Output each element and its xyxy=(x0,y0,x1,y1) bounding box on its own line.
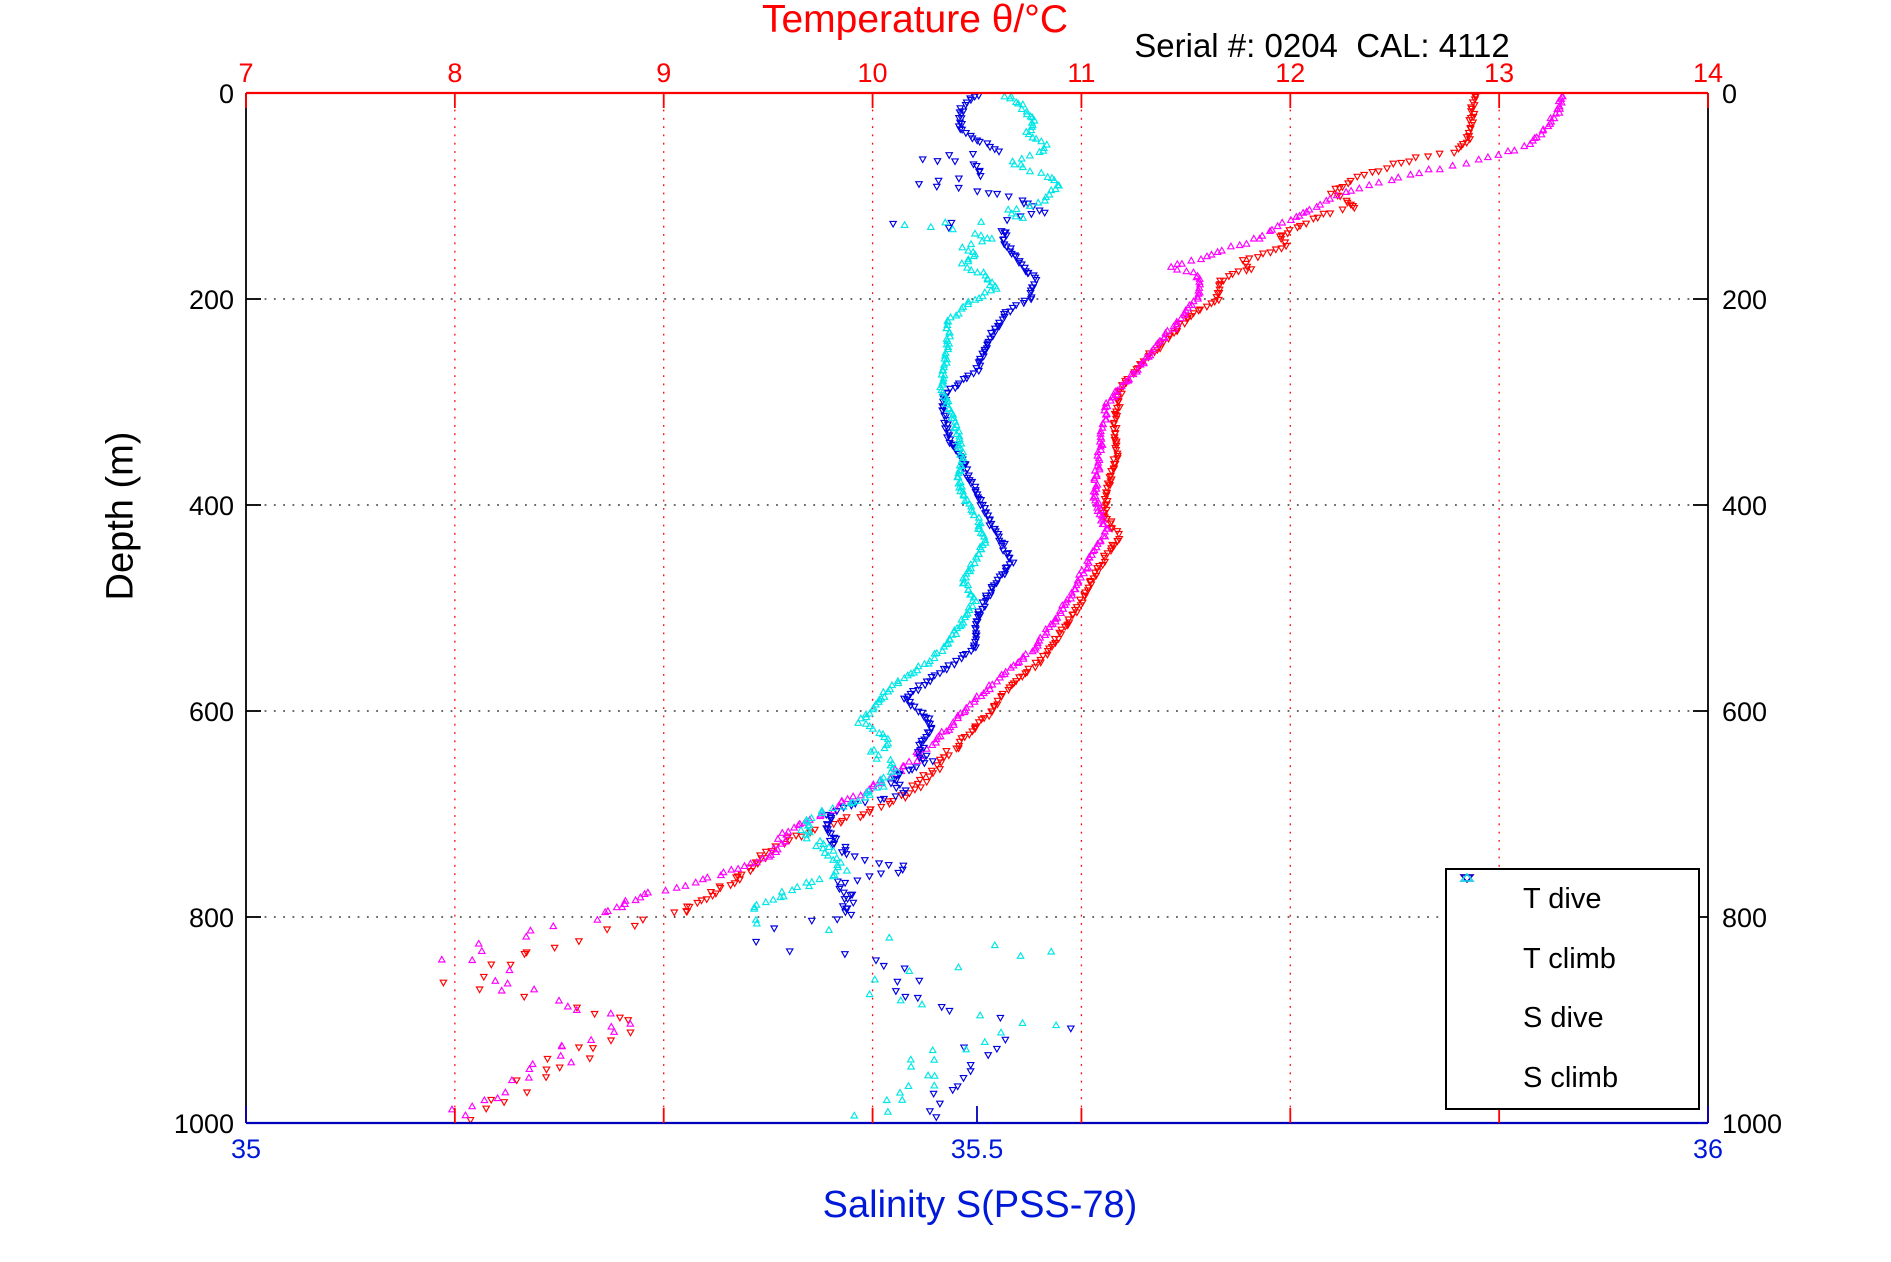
temp-tick-label: 8 xyxy=(447,58,463,88)
depth-tick-label-right: 0 xyxy=(1722,79,1738,109)
depth-tick-label-left: 600 xyxy=(188,697,234,727)
salinity-tick-label: 35 xyxy=(230,1134,262,1164)
temp-tick-label: 14 xyxy=(1692,58,1724,88)
legend-label: S dive xyxy=(1523,1002,1604,1035)
chart-title: Temperature θ/°C xyxy=(761,0,1069,41)
temp-tick-label: 12 xyxy=(1275,58,1306,88)
depth-tick-label-left: 1000 xyxy=(173,1109,234,1139)
depth-tick-label-right: 1000 xyxy=(1722,1109,1783,1139)
salinity-axis-label: Salinity S(PSS-78) xyxy=(822,1184,1138,1226)
depth-tick-label-left: 0 xyxy=(218,79,234,109)
temp-tick-label: 10 xyxy=(857,58,888,88)
temp-tick-label: 13 xyxy=(1484,58,1515,88)
depth-tick-label-right: 600 xyxy=(1722,697,1768,727)
depth-tick-label-right: 800 xyxy=(1722,903,1768,933)
depth-tick-label-left: 800 xyxy=(188,903,234,933)
temp-tick-label: 11 xyxy=(1067,58,1096,88)
legend-item-t-dive: T dive xyxy=(1447,874,1698,916)
temp-tick-label: 9 xyxy=(656,58,672,88)
depth-tick-label-left: 400 xyxy=(188,491,234,521)
legend-item-s-dive: S dive xyxy=(1447,874,1698,1035)
salinity-tick-label: 35.5 xyxy=(950,1134,1004,1164)
salinity-tick-label: 36 xyxy=(1692,1134,1724,1164)
legend-item-t-climb: T climb xyxy=(1447,872,1698,976)
series-s-climb xyxy=(750,92,1064,1119)
chart-subtitle: Serial #: 0204 CAL: 4112 xyxy=(1134,27,1510,64)
depth-tick-label-left: 200 xyxy=(188,285,234,315)
depth-tick-label-right: 400 xyxy=(1722,491,1768,521)
legend-box: T dive T climb S dive S climb xyxy=(1445,868,1700,1110)
series-t-climb xyxy=(437,92,1567,1119)
legend-label: S climb xyxy=(1523,1061,1619,1094)
temp-tick-label: 7 xyxy=(238,58,254,88)
depth-tick-label-right: 200 xyxy=(1722,285,1768,315)
legend-label: T climb xyxy=(1523,942,1616,975)
legend-label: T dive xyxy=(1523,883,1602,916)
series-s-dive xyxy=(751,92,1075,1122)
legend-item-s-climb: S climb xyxy=(1447,872,1698,1095)
triangle-up-icon xyxy=(1459,872,1475,882)
